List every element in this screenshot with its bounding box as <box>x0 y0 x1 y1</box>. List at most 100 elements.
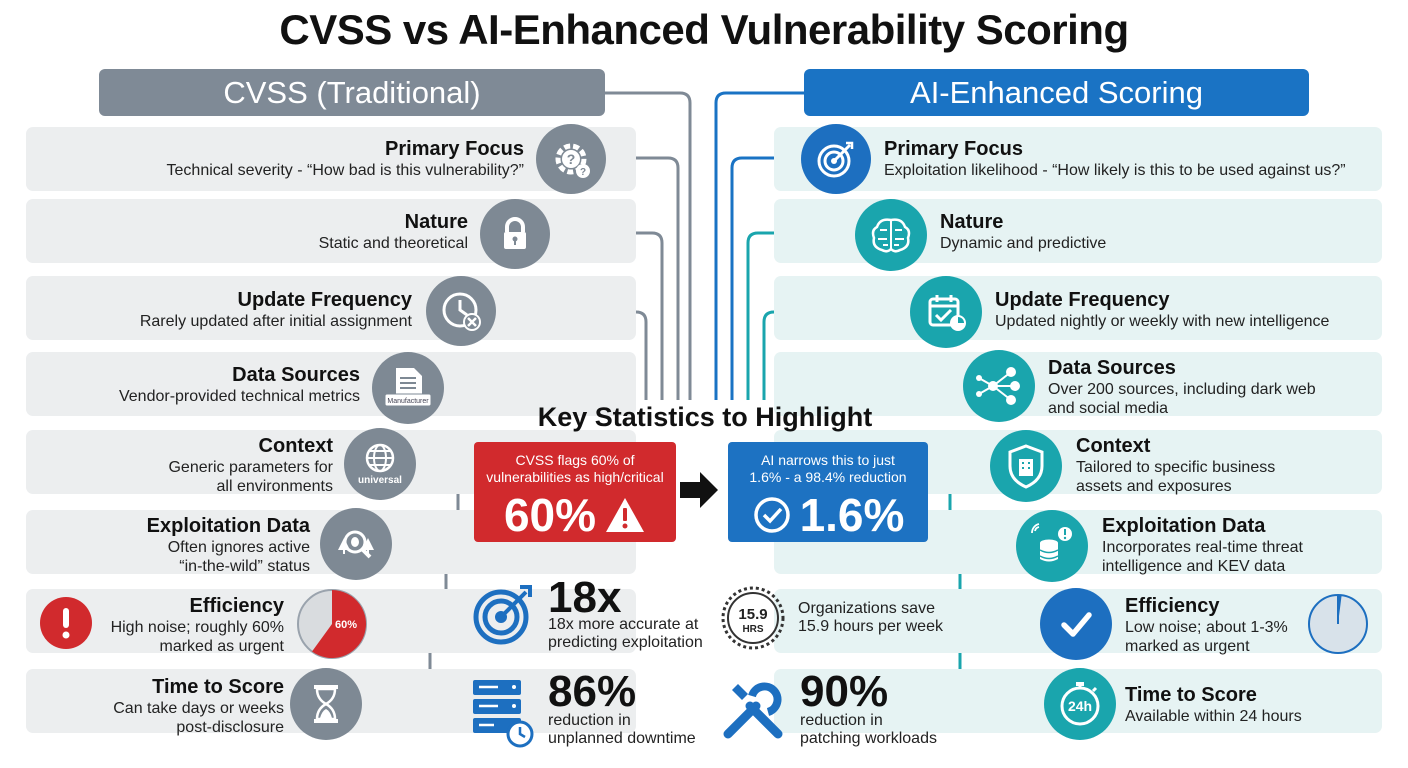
row-desc: “in-the-wild” status <box>179 558 310 576</box>
row-title: Update Frequency <box>237 289 412 311</box>
row-desc: Technical severity - “How bad is this vu… <box>166 162 524 179</box>
stat-desc-line: 15.9 hours per week <box>798 618 943 636</box>
row-desc: Rarely updated after initial assignment <box>139 313 412 330</box>
ai-stat-caption: AI narrows this to just <box>761 452 895 468</box>
row-desc: Tailored to specific business <box>1076 459 1276 476</box>
target-icon <box>801 124 871 194</box>
stopwatch-24h-icon: 24h <box>1044 668 1116 740</box>
row-title: Efficiency <box>1125 595 1220 617</box>
bug-magnifier-icon <box>320 508 392 580</box>
cvss-update-frequency-text: Update Frequency Rarely updated after in… <box>12 288 412 331</box>
row-title: Nature <box>940 211 1004 233</box>
stat-desc-line: reduction in <box>548 712 631 729</box>
row-desc: and social media <box>1048 400 1169 418</box>
cvss-stat-caption: CVSS flags 60% of <box>515 452 635 468</box>
stat-86-desc: reduction in unplanned downtime <box>548 712 696 749</box>
checkmark-icon <box>1040 588 1112 660</box>
row-title: Exploitation Data <box>146 515 310 537</box>
ai-efficiency-text: Efficiency Low noise; about 1-3% marked … <box>1125 594 1325 656</box>
stat-18x-desc: 18x more accurate at predicting exploita… <box>548 616 703 653</box>
row-title: Time to Score <box>152 676 284 698</box>
clock-hours-icon: 15.9 HRS <box>718 582 788 652</box>
stat-90-value: 90% <box>800 667 889 716</box>
ai-primary-focus-text: Primary Focus Exploitation likelihood - … <box>884 137 1374 180</box>
database-alert-icon <box>1016 510 1088 582</box>
row-desc: Often ignores active <box>167 539 310 556</box>
row-title: Efficiency <box>189 595 284 617</box>
stat-desc-line: unplanned downtime <box>548 730 696 748</box>
ai-update-frequency-text: Update Frequency Updated nightly or week… <box>995 288 1375 331</box>
cvss-nature-text: Nature Static and theoretical <box>68 210 468 253</box>
row-desc: Static and theoretical <box>318 235 468 252</box>
row-title: Context <box>258 435 333 457</box>
cvss-context-text: Context Generic parameters for all envir… <box>33 434 333 496</box>
row-title: Exploitation Data <box>1102 515 1266 537</box>
clock-hours-unit: HRS <box>742 624 763 635</box>
gear-question-icon: ?? <box>536 124 606 194</box>
cvss-stat-caption: vulnerabilities as high/critical <box>486 468 664 485</box>
stat-hours-desc: Organizations save 15.9 hours per week <box>798 600 943 637</box>
ai-stat-caption: 1.6% - a 98.4% reduction <box>749 468 907 485</box>
svg-text:?: ? <box>580 167 586 178</box>
cvss-column-header: CVSS (Traditional) <box>99 69 605 116</box>
stat-desc-line: 18x more accurate at <box>548 616 699 633</box>
alert-icon <box>40 597 92 649</box>
pie-low-icon <box>1306 592 1370 656</box>
cvss-row-update-frequency <box>26 276 636 340</box>
stat-86-value: 86% <box>548 667 637 716</box>
hourglass-icon <box>290 668 362 740</box>
cvss-stat-value: 60% <box>503 488 597 541</box>
pie-60-icon: 60% <box>296 588 368 660</box>
stat-desc-line: patching workloads <box>800 730 937 748</box>
stat-90-desc: reduction in patching workloads <box>800 712 937 749</box>
ai-row-data-sources <box>774 352 1382 416</box>
globe-icon-label: universal <box>358 475 402 486</box>
ai-time-to-score-text: Time to Score Available within 24 hours <box>1125 683 1375 726</box>
row-title: Data Sources <box>232 364 360 386</box>
brain-icon <box>855 199 927 271</box>
cvss-row-data-sources <box>26 352 636 416</box>
row-desc: post-disclosure <box>176 719 284 737</box>
stopwatch-label: 24h <box>1068 698 1092 714</box>
network-icon <box>963 350 1035 422</box>
ai-data-sources-text: Data Sources Over 200 sources, including… <box>1048 356 1378 418</box>
stat-desc-line: Organizations save <box>798 600 935 617</box>
server-clock-icon <box>470 674 536 748</box>
clock-hours-value: 15.9 <box>738 606 767 623</box>
ai-stat-value: 1.6% <box>799 488 905 541</box>
row-desc: Vendor-provided technical metrics <box>118 388 360 405</box>
check-circle-icon <box>753 496 790 533</box>
ai-context-text: Context Tailored to specific business as… <box>1076 434 1376 496</box>
padlock-icon <box>480 199 550 269</box>
clock-x-icon <box>426 276 496 346</box>
row-desc: all environments <box>216 478 334 496</box>
shield-building-icon <box>990 430 1062 502</box>
row-title: Time to Score <box>1125 684 1257 706</box>
row-desc: Updated nightly or weekly with new intel… <box>995 313 1330 330</box>
ai-exploitation-data-text: Exploitation Data Incorporates real-time… <box>1102 514 1372 576</box>
target-icon <box>470 582 536 648</box>
row-title: Data Sources <box>1048 357 1176 379</box>
ai-stat-box: AI narrows this to just 1.6% - a 98.4% r… <box>728 442 928 542</box>
svg-text:?: ? <box>567 151 576 167</box>
cvss-efficiency-text: Efficiency High noise; roughly 60% marke… <box>0 594 284 656</box>
cvss-exploitation-data-text: Exploitation Data Often ignores active “… <box>10 514 310 576</box>
row-title: Context <box>1076 435 1151 457</box>
cvss-stat-box: CVSS flags 60% of vulnerabilities as hig… <box>474 442 676 542</box>
cvss-row-primary-focus <box>26 127 636 191</box>
row-title: Primary Focus <box>884 138 1023 160</box>
row-desc: assets and exposures <box>1076 478 1232 496</box>
pie-label: 60% <box>335 619 357 631</box>
row-desc: Available within 24 hours <box>1125 708 1302 725</box>
calendar-check-icon <box>910 276 982 348</box>
ai-column-header: AI-Enhanced Scoring <box>804 69 1309 116</box>
row-desc: marked as urgent <box>159 638 284 656</box>
row-desc: Over 200 sources, including dark web <box>1048 381 1316 398</box>
wrench-icon <box>718 676 788 746</box>
row-desc: Exploitation likelihood - “How likely is… <box>884 162 1346 179</box>
stat-18x-value: 18x <box>548 573 622 622</box>
cvss-time-to-score-text: Time to Score Can take days or weeks pos… <box>0 675 284 737</box>
page-title: CVSS vs AI-Enhanced Vulnerability Scorin… <box>279 6 1129 53</box>
row-title: Nature <box>404 211 468 233</box>
cvss-primary-focus-text: Primary Focus Technical severity - “How … <box>44 137 524 180</box>
